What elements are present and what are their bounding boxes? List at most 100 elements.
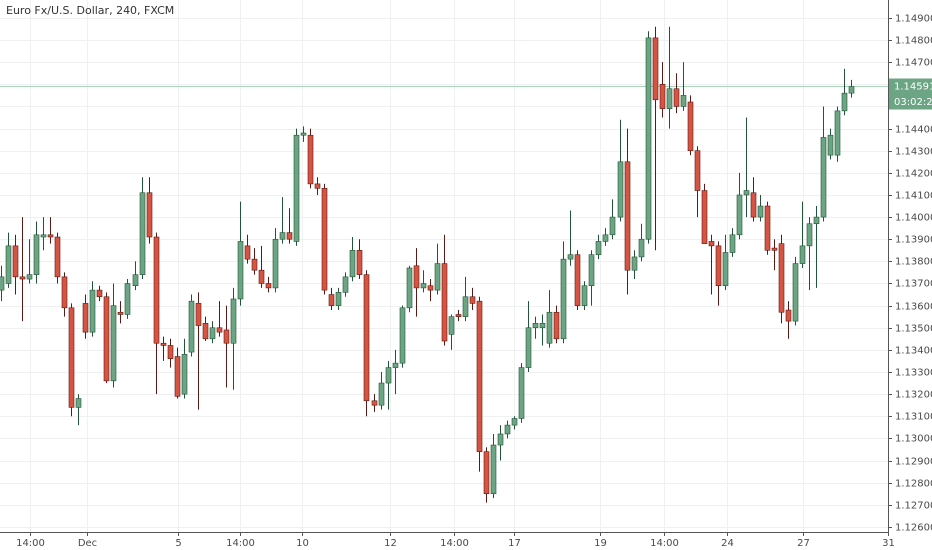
candle-body [160, 342, 167, 346]
candle-body [406, 267, 413, 309]
candle-body [694, 150, 701, 191]
candle-body [659, 84, 666, 109]
candle-body [715, 245, 722, 286]
candle-body [666, 88, 673, 109]
candle-body [553, 311, 560, 340]
x-tick-label: 10 [296, 538, 309, 549]
candle-body [202, 323, 209, 340]
candle-body [279, 232, 286, 240]
x-tick-label: 17 [508, 538, 521, 549]
candle-body [314, 183, 321, 189]
candle-body [251, 258, 258, 271]
y-tick-label: 1.12600 [895, 523, 932, 534]
candle-body [483, 451, 490, 495]
candle-body [806, 223, 813, 247]
candle-body [399, 307, 406, 364]
candle-body [708, 241, 715, 247]
candle-body [827, 134, 834, 156]
candle-body [237, 241, 244, 300]
candle-body [342, 276, 349, 293]
candle-body [680, 95, 687, 107]
candle-body [335, 292, 342, 306]
candle-body [19, 276, 26, 280]
y-tick-label: 1.12800 [895, 479, 932, 490]
y-tick-label: 1.13800 [895, 257, 932, 268]
candle-body [82, 303, 89, 333]
last-price-label: 1.14591 [894, 82, 932, 93]
candle-body [638, 238, 645, 258]
x-tick-label: 14:00 [226, 538, 255, 549]
candle-body [722, 252, 729, 286]
candle-body [567, 254, 574, 260]
candle-body [188, 300, 195, 353]
y-tick-label: 1.14200 [895, 169, 932, 180]
x-tick-label: 14:00 [440, 538, 469, 549]
candle-body [5, 245, 12, 284]
candle-body [778, 243, 785, 313]
candle-body [497, 433, 504, 446]
candle-body [673, 88, 680, 107]
countdown-tag [889, 94, 932, 110]
countdown-label: 03:02:29 [894, 97, 932, 108]
y-tick-label: 1.13000 [895, 434, 932, 445]
candle-body [68, 307, 75, 408]
y-tick-label: 1.13600 [895, 302, 932, 313]
candle-body [448, 316, 455, 335]
x-tick-label: 12 [384, 538, 397, 549]
candle-body [139, 192, 146, 275]
last-price-tag [889, 78, 932, 95]
candle-body [117, 311, 124, 315]
candle-body [687, 101, 694, 152]
y-tick-label: 1.12900 [895, 457, 932, 468]
candle-body [146, 192, 153, 238]
candle-body [12, 245, 19, 278]
candle-body [504, 424, 511, 435]
candle-body [96, 289, 103, 298]
candle-body [462, 296, 469, 317]
candle-body [230, 298, 237, 344]
candle-body [363, 274, 370, 402]
candle-body [293, 134, 300, 242]
candle-body [736, 194, 743, 236]
candle-body [132, 274, 139, 286]
x-tick-label: Dec [78, 538, 97, 549]
candle-body [0, 276, 5, 291]
candle-body [609, 216, 616, 236]
candle-body [434, 263, 441, 291]
candle-body [595, 241, 602, 256]
x-tick-label: 24 [721, 538, 734, 549]
y-tick-label: 1.14900 [895, 14, 932, 25]
y-tick-label: 1.13400 [895, 346, 932, 357]
candle-body [307, 134, 314, 185]
candle-body [743, 190, 750, 196]
candle-body [841, 92, 848, 112]
y-tick-label: 1.14000 [895, 213, 932, 224]
candle-body [244, 245, 251, 260]
candle-body [356, 249, 363, 275]
candle-body [195, 303, 202, 326]
candle-body [174, 356, 181, 397]
candle-body [813, 216, 820, 225]
candle-body [110, 305, 117, 382]
candle-body [834, 110, 841, 156]
candle-body [455, 314, 462, 317]
candle-body [300, 132, 307, 136]
candle-body [349, 249, 356, 278]
candle-body [209, 327, 216, 340]
candle-body [799, 245, 806, 264]
candle-body [328, 294, 335, 306]
candle-body [588, 254, 595, 286]
candle-body [617, 161, 624, 218]
candle-body [652, 37, 659, 101]
candle-body [624, 161, 631, 271]
candle-body [469, 296, 476, 304]
candle-body [532, 323, 539, 329]
x-tick-label: 14:00 [16, 538, 45, 549]
candles [0, 26, 855, 503]
y-tick-label: 1.13200 [895, 390, 932, 401]
candle-body [785, 309, 792, 322]
candle-body [75, 398, 82, 408]
